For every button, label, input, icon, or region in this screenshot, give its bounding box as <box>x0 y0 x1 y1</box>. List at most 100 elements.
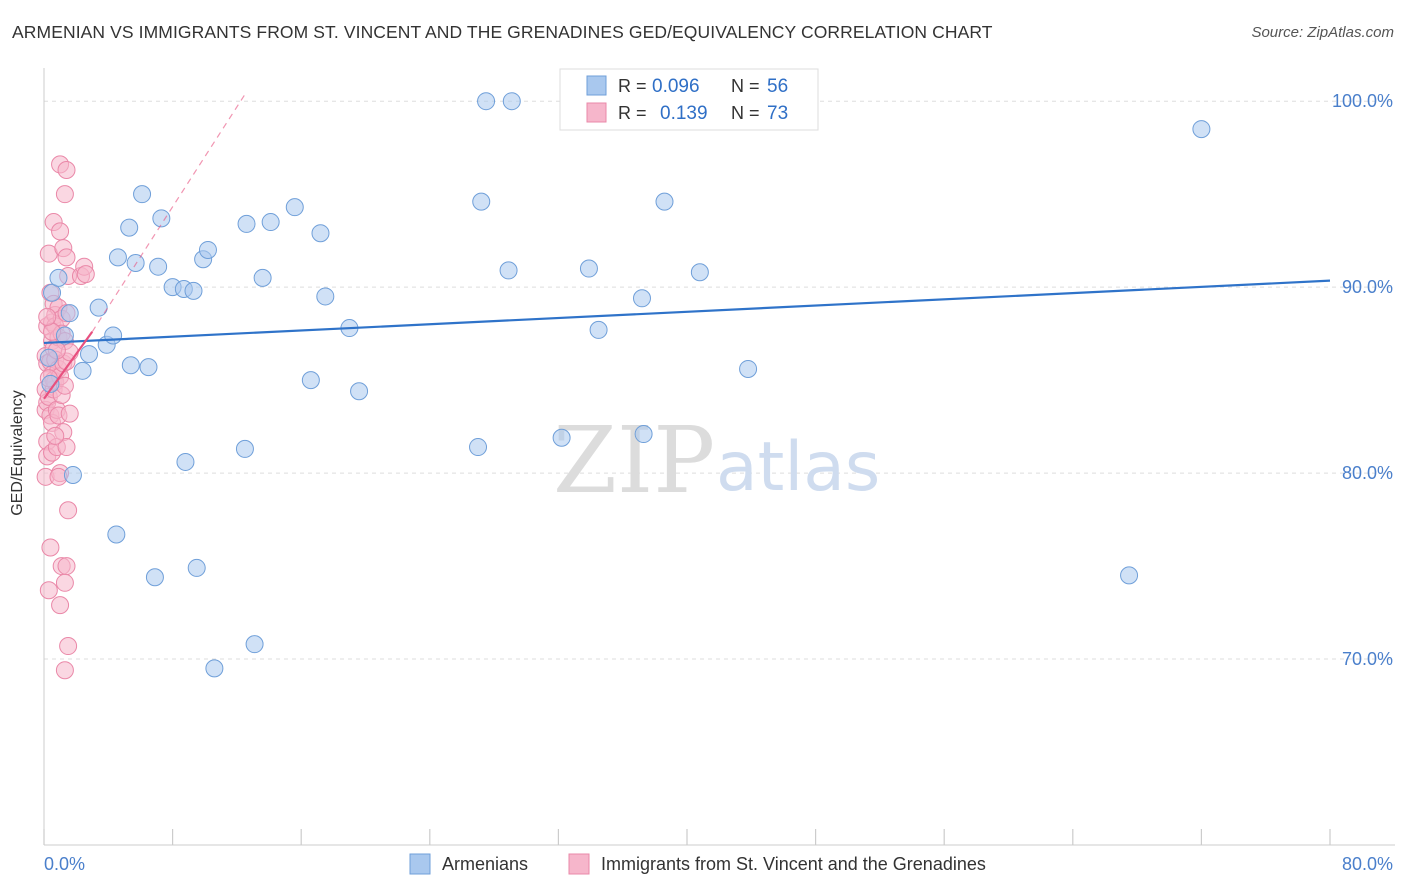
trend-line-svg-extension <box>91 91 248 333</box>
series-pink-points <box>36 155 95 680</box>
data-point-armenians <box>634 425 653 444</box>
stats-r-label-blue: R = <box>618 76 647 96</box>
data-point-armenians <box>469 438 488 457</box>
stats-n-value-pink: 73 <box>767 103 788 124</box>
data-point-armenians <box>120 218 139 237</box>
trend-line-armenians <box>43 279 1331 345</box>
data-point-armenians <box>311 224 330 243</box>
data-point-armenians <box>205 659 224 678</box>
data-point-armenians <box>316 287 335 306</box>
stats-r-value-blue: 0.096 <box>652 76 700 97</box>
data-point-armenians <box>60 304 79 323</box>
watermark-zip: ZIP <box>553 407 715 514</box>
data-point-svg-immigrants <box>39 581 58 600</box>
data-point-armenians <box>187 558 206 577</box>
data-point-armenians <box>499 261 518 280</box>
watermark: ZIP atlas <box>553 407 880 514</box>
data-point-armenians <box>301 371 320 390</box>
y-axis-title: GED/Equivalency <box>9 390 26 516</box>
series-blue-points <box>39 92 1211 678</box>
series-legend: Armenians Immigrants from St. Vincent an… <box>409 853 986 875</box>
data-point-armenians <box>149 257 168 276</box>
legend-swatch-svg <box>568 853 590 875</box>
stats-legend-swatch-blue <box>586 75 607 96</box>
data-point-svg-immigrants <box>55 573 74 592</box>
data-point-armenians <box>579 259 598 278</box>
data-point-armenians <box>632 289 651 308</box>
stats-n-label-blue: N = <box>731 76 760 96</box>
data-point-armenians <box>237 214 256 233</box>
y-tick-label: 90.0% <box>1342 277 1393 297</box>
data-point-armenians <box>253 268 272 287</box>
legend-label-armenians: Armenians <box>442 854 528 874</box>
legend-label-svg: Immigrants from St. Vincent and the Gren… <box>601 854 986 874</box>
data-point-armenians <box>1120 566 1139 585</box>
data-point-svg-immigrants <box>38 307 57 326</box>
data-point-armenians <box>285 198 304 217</box>
stats-legend: R = 0.096 N = 56 R = 0.139 N = 73 <box>559 68 819 131</box>
data-point-armenians <box>121 356 140 375</box>
y-tick-labels: 70.0% 80.0% 90.0% 100.0% <box>1332 91 1393 669</box>
data-point-armenians <box>63 465 82 484</box>
trend-line-svg-immigrants <box>43 331 94 400</box>
data-point-armenians <box>472 192 491 211</box>
data-point-armenians <box>502 92 521 111</box>
data-point-armenians <box>49 268 68 287</box>
stats-n-label-pink: N = <box>731 103 760 123</box>
data-point-armenians <box>1192 120 1211 139</box>
data-point-armenians <box>350 382 369 401</box>
data-point-armenians <box>39 348 58 367</box>
data-point-armenians <box>73 361 92 380</box>
x-tick-marks <box>43 829 1331 845</box>
data-point-armenians <box>107 525 126 544</box>
y-tick-label: 70.0% <box>1342 649 1393 669</box>
trend-lines <box>43 91 1331 400</box>
stats-n-value-blue: 56 <box>767 76 788 97</box>
data-point-armenians <box>43 283 62 302</box>
data-point-svg-immigrants <box>51 596 70 615</box>
data-point-armenians <box>152 209 171 228</box>
data-point-armenians <box>690 263 709 282</box>
y-tick-label: 80.0% <box>1342 463 1393 483</box>
data-point-armenians <box>552 428 571 447</box>
data-point-armenians <box>145 568 164 587</box>
data-point-svg-immigrants <box>41 538 60 557</box>
data-point-armenians <box>176 452 195 471</box>
data-point-armenians <box>108 248 127 267</box>
stats-r-label-pink: R = <box>618 103 647 123</box>
stats-r-value-pink: 0.139 <box>660 103 708 124</box>
data-point-svg-immigrants <box>59 501 78 520</box>
data-point-armenians <box>184 281 203 300</box>
data-point-armenians <box>80 345 99 364</box>
legend-swatch-armenians <box>409 853 431 875</box>
data-point-armenians <box>261 213 280 232</box>
data-point-svg-immigrants <box>57 438 76 457</box>
data-point-armenians <box>245 635 264 654</box>
data-point-svg-immigrants <box>60 404 79 423</box>
x-tick-label: 0.0% <box>44 854 85 874</box>
data-point-armenians <box>55 326 74 345</box>
data-point-armenians <box>235 439 254 458</box>
data-point-armenians <box>198 240 217 259</box>
data-point-armenians <box>477 92 496 111</box>
grid-lines <box>44 100 1395 660</box>
data-point-armenians <box>89 298 108 317</box>
data-point-svg-immigrants <box>57 160 76 179</box>
x-tick-labels: 0.0% 80.0% <box>44 854 1393 874</box>
y-tick-label: 100.0% <box>1332 91 1393 111</box>
data-point-svg-immigrants <box>57 557 76 576</box>
watermark-atlas: atlas <box>716 428 880 507</box>
data-point-svg-immigrants <box>57 248 76 267</box>
data-point-svg-immigrants <box>76 265 95 284</box>
data-point-armenians <box>655 192 674 211</box>
source-credit: Source: ZipAtlas.com <box>1251 24 1394 41</box>
stats-legend-swatch-pink <box>586 102 607 123</box>
data-point-armenians <box>139 358 158 377</box>
data-point-armenians <box>589 320 608 339</box>
data-point-svg-immigrants <box>59 637 78 656</box>
data-point-armenians <box>739 359 758 378</box>
x-tick-label: 80.0% <box>1342 854 1393 874</box>
chart-title: ARMENIAN VS IMMIGRANTS FROM ST. VINCENT … <box>12 22 993 42</box>
data-point-svg-immigrants <box>55 661 74 680</box>
